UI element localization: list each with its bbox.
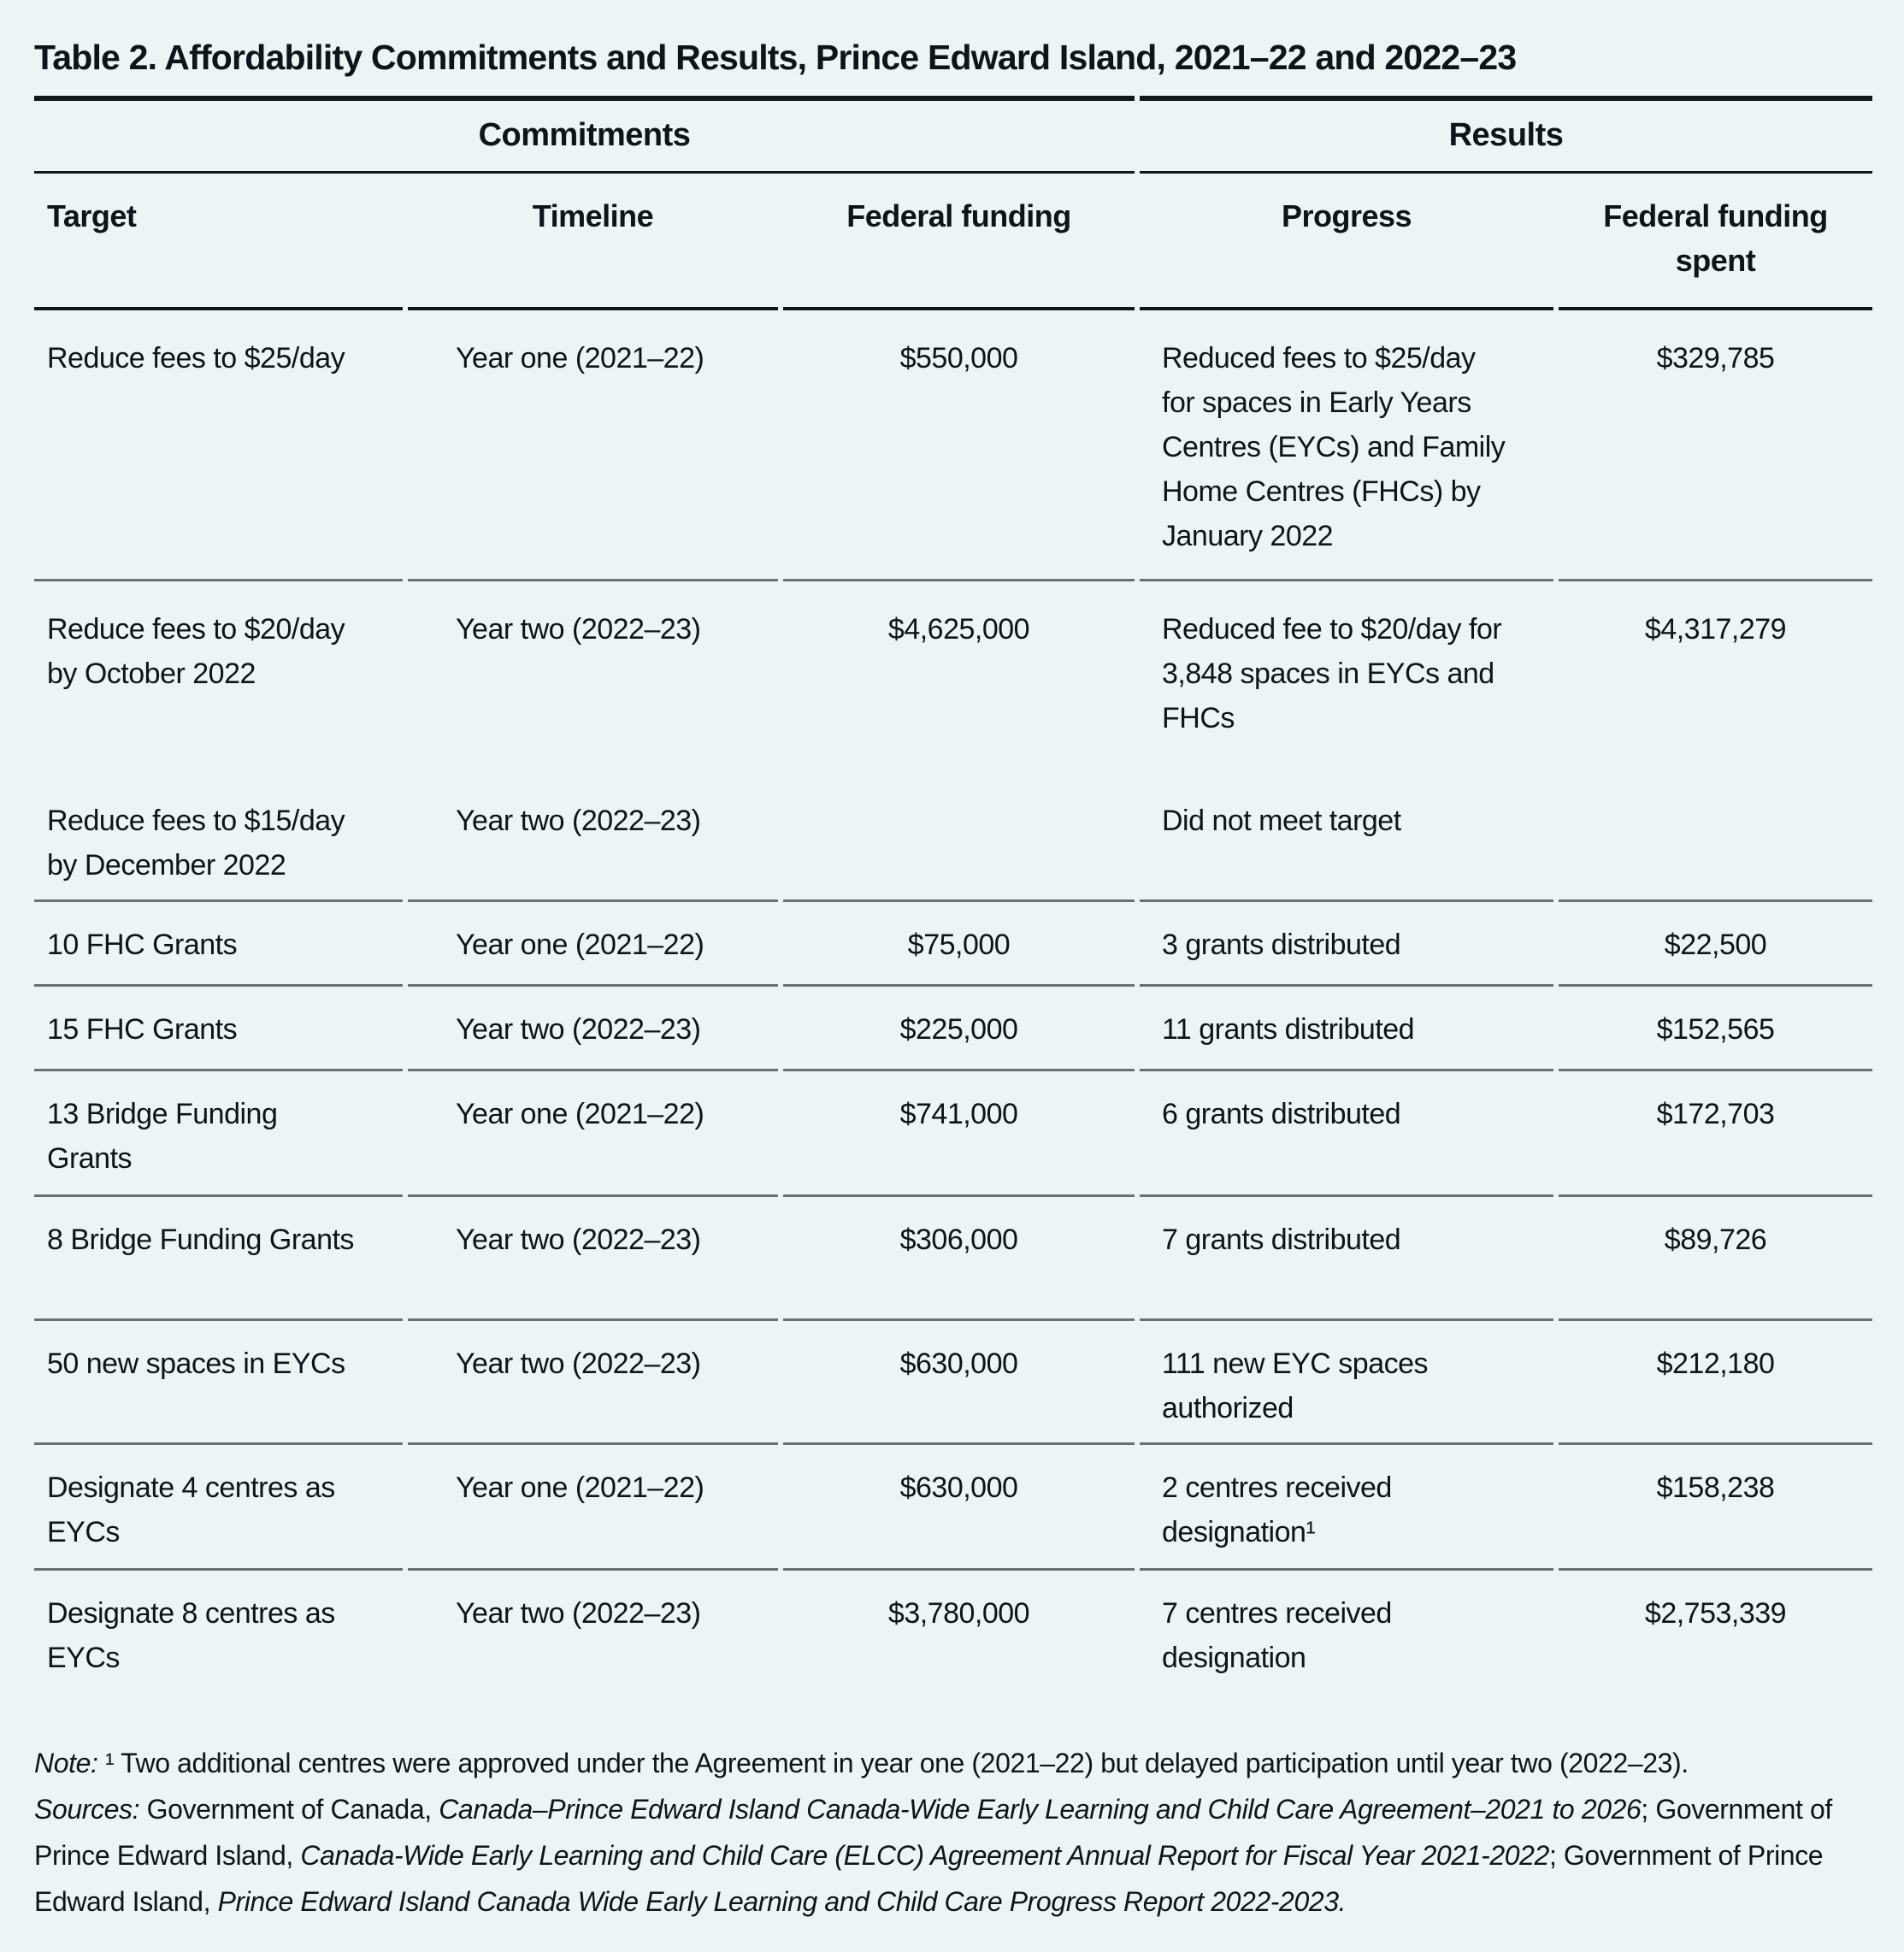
cell-timeline: Year two (2022–23) [456, 805, 701, 837]
cell-timeline: Year one (2021–22) [408, 1442, 778, 1568]
table-row: Designate 8 centres as EYCs Year two (20… [34, 1568, 1872, 1706]
note-text: ¹ Two additional centres were approved u… [97, 1748, 1689, 1778]
cell-progress: Did not meet target [1162, 805, 1401, 837]
sources-title-2: Canada-Wide Early Learning and Child Car… [300, 1840, 1549, 1871]
table-row: Reduce fees to $15/day by December 2022 … [34, 780, 1872, 899]
cell-progress: 11 grants distributed [1140, 984, 1553, 1069]
cell-funding-spent: $4,317,279 [1559, 579, 1872, 780]
cell-funding-spent [1559, 780, 1872, 899]
cell-progress: 7 grants distributed [1140, 1194, 1553, 1318]
table-group-header-row: Commitments Results [34, 96, 1872, 174]
cell-target: 50 new spaces in EYCs [34, 1318, 403, 1442]
cell-target: Reduce fees to $25/day [47, 342, 345, 374]
cell-federal-funding: $75,000 [783, 899, 1135, 984]
cell-target: 8 Bridge Funding Grants [34, 1194, 403, 1318]
cell-progress: Reduced fee to $20/day for 3,848 spaces … [1140, 579, 1553, 780]
table-figure: Table 2. Affordability Commitments and R… [34, 32, 1872, 1925]
note-line: Note: ¹ Two additional centres were appr… [34, 1740, 1872, 1786]
cell-funding-spent: $22,500 [1559, 899, 1872, 984]
cell-federal-funding: $3,780,000 [783, 1568, 1135, 1706]
cell-timeline: Year one (2021–22) [456, 342, 704, 374]
column-header-federal-funding: Federal funding [783, 174, 1135, 310]
sources-text: ; Government of Prince Edward Island, [34, 1840, 1824, 1917]
cell-federal-funding [783, 780, 1135, 899]
table-row: Reduce fees to $25/day Year one (2021–22… [34, 310, 1872, 579]
cell-target: Reduce fees to $20/day by October 2022 [34, 579, 403, 780]
cell-target: 15 FHC Grants [34, 984, 403, 1069]
cell-funding-spent: $172,703 [1559, 1069, 1872, 1194]
cell-federal-funding: $225,000 [783, 984, 1135, 1069]
sources-title-1: Canada–Prince Edward Island Canada-Wide … [439, 1794, 1642, 1825]
sources-label: Sources: [34, 1794, 140, 1825]
cell-target: Reduce fees to $15/day by December 2022 [47, 805, 345, 882]
cell-federal-funding: $630,000 [783, 1318, 1135, 1442]
column-header-federal-funding-spent: Federal funding spent [1559, 174, 1872, 310]
note-label: Note: [34, 1748, 98, 1778]
cell-timeline: Year one (2021–22) [408, 1069, 778, 1194]
sources-text: Government of Canada, [139, 1794, 439, 1825]
column-header-target: Target [34, 174, 403, 310]
cell-federal-funding: $630,000 [783, 1442, 1135, 1568]
table-row: 15 FHC Grants Year two (2022–23) $225,00… [34, 984, 1872, 1069]
cell-federal-funding: $741,000 [783, 1069, 1135, 1194]
cell-federal-funding: $306,000 [783, 1194, 1135, 1318]
cell-timeline: Year two (2022–23) [408, 984, 778, 1069]
cell-timeline: Year one (2021–22) [408, 899, 778, 984]
table-notes: Note: ¹ Two additional centres were appr… [34, 1740, 1872, 1925]
cell-timeline: Year two (2022–23) [408, 1568, 778, 1706]
table-row: 10 FHC Grants Year one (2021–22) $75,000… [34, 899, 1872, 984]
cell-progress: Reduced fees to $25/day for spaces in Ea… [1162, 342, 1506, 552]
cell-target: 13 Bridge Funding Grants [34, 1069, 403, 1194]
cell-timeline: Year two (2022–23) [408, 579, 778, 780]
table-row: Reduce fees to $20/day by October 2022 Y… [34, 579, 1872, 780]
cell-progress: 7 centres received designation [1140, 1568, 1553, 1706]
cell-federal-funding: $550,000 [899, 342, 1018, 374]
sources-text: ; Government of Prince Edward Island, [34, 1794, 1832, 1871]
group-header-results: Results [1140, 96, 1872, 174]
cell-funding-spent: $89,726 [1559, 1194, 1872, 1318]
table-row: 8 Bridge Funding Grants Year two (2022–2… [34, 1194, 1872, 1318]
cell-funding-spent: $329,785 [1656, 342, 1775, 374]
cell-progress: 111 new EYC spaces authorized [1140, 1318, 1553, 1442]
sources-title-3: Prince Edward Island Canada Wide Early L… [217, 1886, 1347, 1917]
cell-timeline: Year two (2022–23) [408, 1318, 778, 1442]
cell-funding-spent: $2,753,339 [1559, 1568, 1872, 1706]
cell-target: Designate 8 centres as EYCs [34, 1568, 403, 1706]
cell-federal-funding: $4,625,000 [783, 579, 1135, 780]
table-row: 50 new spaces in EYCs Year two (2022–23)… [34, 1318, 1872, 1442]
table-row: Designate 4 centres as EYCs Year one (20… [34, 1442, 1872, 1568]
column-header-progress: Progress [1140, 174, 1553, 310]
cell-target: Designate 4 centres as EYCs [34, 1442, 403, 1568]
page-title: Table 2. Affordability Commitments and R… [34, 38, 1517, 77]
cell-target: 10 FHC Grants [34, 899, 403, 984]
cell-progress: 3 grants distributed [1140, 899, 1553, 984]
table-column-header-row: Target Timeline Federal funding Progress… [34, 174, 1872, 310]
group-header-commitments: Commitments [34, 96, 1135, 174]
cell-progress: 2 centres received designation¹ [1140, 1442, 1553, 1568]
cell-timeline: Year two (2022–23) [408, 1194, 778, 1318]
sources-line: Sources: Government of Canada, Canada–Pr… [34, 1786, 1872, 1925]
cell-funding-spent: $152,565 [1559, 984, 1872, 1069]
cell-funding-spent: $158,238 [1559, 1442, 1872, 1568]
cell-progress: 6 grants distributed [1140, 1069, 1553, 1194]
column-header-timeline: Timeline [408, 174, 778, 310]
cell-funding-spent: $212,180 [1559, 1318, 1872, 1442]
table-row: 13 Bridge Funding Grants Year one (2021–… [34, 1069, 1872, 1194]
